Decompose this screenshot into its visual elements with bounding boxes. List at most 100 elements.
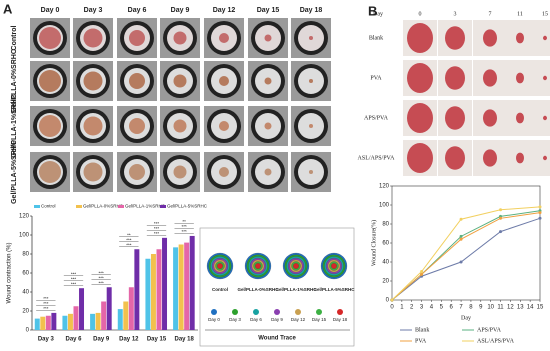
legend-label: Control (41, 204, 56, 209)
point (499, 208, 503, 212)
point (499, 230, 503, 234)
point (459, 234, 463, 238)
bar (128, 287, 134, 330)
row-label: Gel/PLLA-1%SRHC (11, 94, 18, 158)
x-tick-label: 15 (537, 305, 544, 311)
x-tick-label: Day 3 (38, 337, 55, 343)
sig-label: ** (182, 219, 186, 224)
legend-label: Gel/PLLA-5%SRHC (167, 204, 208, 209)
wound (543, 35, 547, 41)
legend-label: PVA (415, 338, 427, 344)
line (391, 206, 541, 301)
x-tick-label: 14 (527, 305, 534, 311)
x-tick-label: 11 (497, 305, 504, 311)
wound (543, 115, 547, 121)
wound (407, 103, 433, 133)
bar (62, 315, 68, 330)
legend-label: Gel/PLLA-0%SRHC (83, 204, 124, 209)
sig-label: *** (154, 221, 160, 226)
x-tick-label: 4 (430, 305, 434, 311)
column-header: 7 (489, 11, 492, 17)
x-tick-label: Day 9 (93, 337, 110, 343)
wound (483, 149, 497, 167)
wound (264, 34, 272, 42)
row-label: PVA (370, 75, 382, 81)
wound (39, 70, 61, 92)
x-tick-label: 7 (459, 305, 463, 311)
legend-swatch (118, 205, 124, 208)
wound (83, 162, 103, 182)
legend-label: Blank (415, 327, 429, 333)
wound (445, 146, 465, 170)
y-tick-label: 0 (386, 298, 390, 304)
x-tick-label: 5 (440, 305, 444, 311)
x-tick-label: 3 (420, 305, 424, 311)
sig-label: *** (99, 270, 105, 275)
column-header: 3 (454, 11, 457, 17)
bar (145, 258, 151, 330)
bar (90, 313, 96, 330)
y-tick-label: 60 (22, 271, 29, 277)
y-tick-label: 0 (26, 328, 30, 334)
column-header: Day 12 (213, 7, 236, 14)
legend-swatch (76, 205, 82, 208)
wound (39, 27, 61, 49)
x-tick-label: 10 (487, 305, 494, 311)
point (459, 260, 463, 264)
sig-label: *** (182, 229, 188, 234)
point (499, 216, 503, 220)
bar (123, 301, 129, 330)
y-tick-label: 120 (19, 214, 30, 220)
bar (162, 237, 168, 330)
bar (34, 318, 40, 330)
wound (543, 75, 547, 81)
point (459, 217, 463, 221)
day-label: Day 9 (271, 317, 283, 322)
photo (528, 100, 550, 136)
point (538, 205, 542, 209)
trace-label: Gel/PLLA-5%SRHC (313, 287, 355, 292)
wound (483, 109, 497, 127)
column-header: Day 0 (41, 7, 60, 14)
sig-label: *** (154, 231, 160, 236)
bar (51, 312, 57, 330)
bar (40, 316, 46, 330)
row-label: Control (11, 26, 18, 51)
bar (79, 288, 85, 330)
wound (39, 115, 61, 137)
wound (516, 112, 524, 124)
sig-label: *** (71, 281, 77, 286)
bar (45, 315, 51, 330)
wound-trace-box (199, 227, 355, 347)
bar (95, 312, 101, 330)
bar (106, 287, 112, 330)
wound (173, 165, 187, 179)
wound (129, 30, 145, 46)
y-tick-label: 80 (22, 252, 29, 258)
day-dot (211, 309, 217, 315)
line (391, 217, 541, 301)
sig-label: *** (43, 301, 49, 306)
wound (83, 71, 103, 91)
row-label: ASL/APS/PVA (358, 155, 396, 161)
wound (516, 72, 524, 84)
wound (129, 73, 145, 89)
wound (516, 152, 524, 164)
trace-ring (293, 263, 299, 269)
wound (309, 36, 313, 40)
column-header: Day 18 (300, 7, 323, 14)
y-tick-label: 20 (382, 279, 389, 285)
photo (528, 60, 550, 96)
bar (117, 309, 123, 330)
legend-swatch (160, 205, 166, 208)
y-axis-label: Wound contraction (%) (7, 243, 13, 304)
bar (184, 242, 190, 330)
column-header: Day 15 (257, 7, 280, 14)
wound (407, 23, 433, 53)
column-header: Day (373, 11, 383, 17)
wound (309, 124, 313, 128)
wound (445, 26, 465, 50)
wound (129, 164, 145, 180)
wound (407, 63, 433, 93)
